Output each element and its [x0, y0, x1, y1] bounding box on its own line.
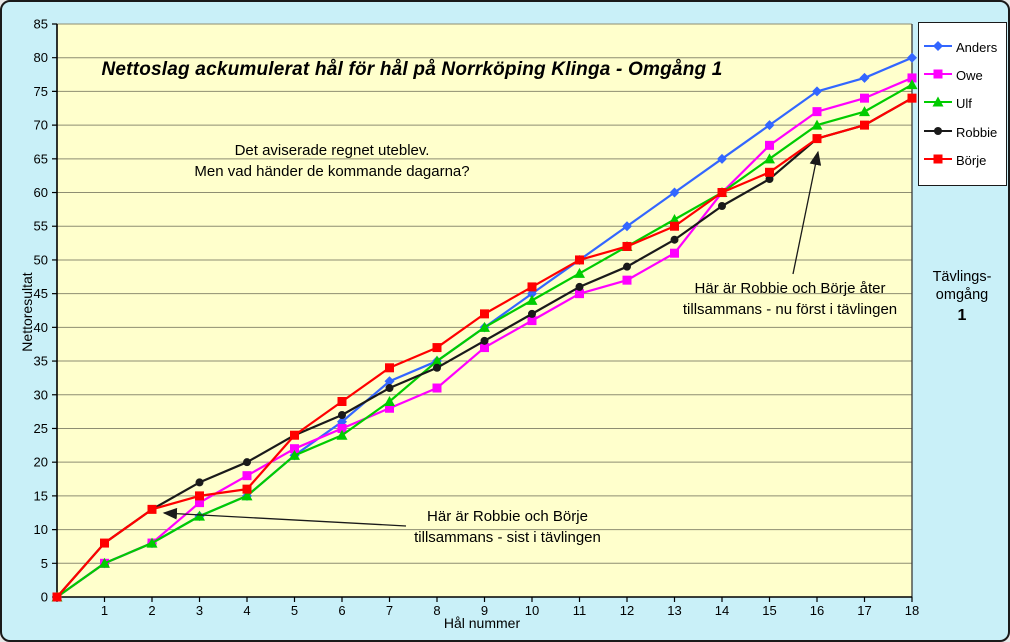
legend-item-ulf: Ulf — [924, 96, 1004, 111]
svg-text:85: 85 — [34, 17, 48, 32]
svg-text:4: 4 — [243, 603, 250, 618]
svg-text:17: 17 — [857, 603, 871, 618]
y-tick-labels: 0 5 10 15 20 25 30 35 40 45 50 55 60 65 70 75 80 85 — [34, 17, 48, 605]
legend-marker-triangle-icon — [924, 96, 952, 111]
svg-text:10: 10 — [525, 603, 539, 618]
svg-text:20: 20 — [34, 455, 48, 470]
svg-text:8: 8 — [433, 603, 440, 618]
round-number: 1 — [957, 307, 967, 324]
annotation-rain-line1: Det aviserade regnet uteblev. — [234, 142, 430, 159]
x-tick-labels: 1 2 3 4 5 6 7 8 9 10 11 12 13 14 15 16 17 18 — [101, 603, 919, 618]
svg-text:6: 6 — [338, 603, 345, 618]
svg-text:5: 5 — [291, 603, 298, 618]
annotation-together-first-line2: tillsammans - nu först i tävlingen — [682, 301, 898, 318]
legend-label: Anders — [956, 40, 998, 56]
svg-text:16: 16 — [810, 603, 824, 618]
svg-text:3: 3 — [196, 603, 203, 618]
svg-text:15: 15 — [34, 488, 48, 503]
svg-text:80: 80 — [34, 50, 48, 65]
svg-text:45: 45 — [34, 286, 48, 301]
round-label: Tävlings- omgång 1 — [918, 268, 1006, 325]
svg-text:14: 14 — [715, 603, 729, 618]
x-axis-title: Hål nummer — [443, 615, 521, 631]
svg-text:70: 70 — [34, 118, 48, 133]
svg-text:12: 12 — [620, 603, 634, 618]
gridlines — [57, 23, 912, 598]
svg-text:11: 11 — [573, 603, 587, 618]
svg-text:7: 7 — [386, 603, 393, 618]
svg-text:60: 60 — [34, 185, 48, 200]
svg-text:0: 0 — [41, 590, 48, 605]
svg-text:2: 2 — [148, 603, 155, 618]
legend-marker-circle-icon — [924, 125, 952, 140]
svg-text:25: 25 — [34, 421, 48, 436]
annotation-together-last-line1: Här är Robbie och Börje — [427, 508, 588, 525]
svg-text:5: 5 — [41, 556, 48, 571]
round-label-line2: omgång — [935, 287, 989, 303]
svg-text:75: 75 — [34, 84, 48, 99]
legend-label: Ulf — [956, 96, 972, 112]
svg-text:55: 55 — [34, 219, 48, 234]
legend-marker-square-icon — [924, 153, 952, 168]
chart-title: Nettoslag ackumulerat hål för hål på Nor… — [101, 59, 723, 80]
svg-text:40: 40 — [34, 320, 48, 335]
legend-item-owe: Owe — [924, 68, 1004, 83]
legend-label: Robbie — [956, 124, 998, 140]
y-axis-title: Nettoresultat — [19, 272, 35, 352]
svg-text:13: 13 — [667, 603, 681, 618]
series-börje — [52, 93, 917, 602]
annotation-together-last-line2: tillsammans - sist i tävlingen — [414, 529, 601, 546]
legend: Anders Owe Ulf Robbie Börje — [918, 22, 1007, 186]
annotation-arrow-note-together-first — [792, 150, 822, 275]
annotation-rain-line2: Men vad händer de kommande dagarna? — [194, 163, 470, 180]
legend-item-robbie: Robbie — [924, 125, 1004, 140]
legend-item-anders: Anders — [924, 40, 1004, 55]
annotation-together-last: Här är Robbie och Börje tillsammans - si… — [400, 506, 615, 548]
annotation-together-first: Här är Robbie och Börje åter tillsammans… — [665, 278, 915, 320]
svg-text:18: 18 — [905, 603, 919, 618]
legend-marker-square-icon — [924, 68, 952, 83]
svg-text:9: 9 — [481, 603, 488, 618]
annotation-arrow-note-together-last — [162, 507, 407, 527]
svg-text:35: 35 — [34, 354, 48, 369]
annotation-together-first-line1: Här är Robbie och Börje åter — [694, 280, 886, 297]
series-ulf — [51, 79, 918, 602]
svg-text:65: 65 — [34, 151, 48, 166]
svg-text:50: 50 — [34, 252, 48, 267]
legend-label: Börje — [956, 152, 987, 168]
svg-text:30: 30 — [34, 387, 48, 402]
legend-marker-diamond-icon — [924, 40, 952, 55]
annotation-rain: Det aviserade regnet uteblev. Men vad hä… — [162, 140, 502, 182]
svg-text:15: 15 — [762, 603, 776, 618]
legend-label: Owe — [956, 68, 983, 84]
round-label-line1: Tävlings- — [932, 269, 992, 285]
svg-text:1: 1 — [101, 603, 108, 618]
legend-item-börje: Börje — [924, 153, 1004, 168]
svg-text:10: 10 — [34, 522, 48, 537]
